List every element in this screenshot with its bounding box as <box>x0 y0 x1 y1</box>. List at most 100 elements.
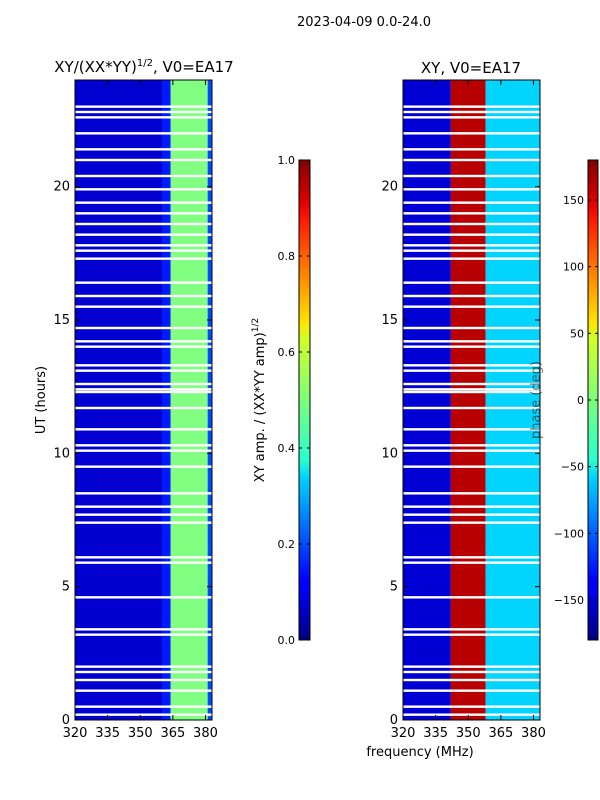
amp-flag-row-18 <box>75 428 212 431</box>
amp-flag-row-33 <box>75 244 212 247</box>
phase-flag-row-20 <box>403 390 540 394</box>
amp-flag-row-14 <box>75 492 212 495</box>
phase-flag-row-36 <box>403 212 540 215</box>
phase-flag-row-15 <box>403 465 540 468</box>
amp-ytick-label-4: 20 <box>53 180 70 195</box>
phase-flag-row-17 <box>403 444 540 447</box>
phase-x-ticks: 320 335 350 365 380 <box>391 80 546 741</box>
phase-title: XY, V0=EA17 <box>421 59 521 77</box>
amp-ytick-label-0: 0 <box>62 713 70 728</box>
amp-flag-row-19 <box>75 406 212 410</box>
phase-flag-row-42 <box>403 132 540 135</box>
amp-band-1 <box>161 80 171 720</box>
phase-flag-row-28 <box>403 305 540 308</box>
phase-flag-row-21 <box>403 388 540 391</box>
amp-flag-row-9 <box>75 561 212 564</box>
amp-flag-row-36 <box>75 212 212 215</box>
phase-axes-frame <box>402 79 541 721</box>
phase-flag-row-30 <box>403 281 540 284</box>
amp-cbtick-label-1: 0.2 <box>278 538 296 551</box>
amp-colorbar-scale <box>298 159 311 641</box>
phase-flag-row-12 <box>403 513 540 516</box>
amp-title: XY/(XX*YY)1/2, V0=EA17 <box>54 58 233 76</box>
phase-flag-row-7 <box>403 628 540 631</box>
amp-flag-row-4 <box>75 670 212 674</box>
amp-heatmap <box>75 80 212 720</box>
amp-flag-row-42 <box>75 132 212 135</box>
phase-flag-row-2 <box>403 689 540 692</box>
amp-colorbar: 0.0 0.2 0.4 0.6 0.8 1.0 XY amp. / (XX*YY amp)… <box>251 154 311 647</box>
phase-cbtick-label-0: −150 <box>554 594 584 607</box>
phase-flag-row-16 <box>403 449 540 452</box>
amp-flag-row-34 <box>75 233 212 236</box>
phase-flag-row-26 <box>403 340 540 343</box>
amp-flag-row-31 <box>75 257 212 260</box>
amp-ylabel: UT (hours) <box>34 366 49 434</box>
phase-flag-row-32 <box>403 249 540 252</box>
phase-flag-row-35 <box>403 222 540 226</box>
phase-band-0 <box>403 80 451 720</box>
amp-flag-row-25 <box>75 345 212 348</box>
phase-flag-row-10 <box>403 556 540 559</box>
amp-flag-row-32 <box>75 249 212 252</box>
amp-flag-row-29 <box>75 294 212 298</box>
amp-xtick-label-0: 320 <box>63 726 88 741</box>
phase-flag-row-25 <box>403 345 540 348</box>
amp-xtick-label-4: 380 <box>193 726 218 741</box>
phase-flag-row-38 <box>403 188 540 191</box>
phase-flag-row-3 <box>403 678 540 682</box>
amp-flag-row-44 <box>75 110 212 114</box>
amp-flag-row-43 <box>75 116 212 119</box>
phase-flag-row-41 <box>403 148 540 151</box>
phase-flag-row-27 <box>403 326 540 330</box>
amp-cbtick-label-3: 0.6 <box>278 346 296 359</box>
amp-flag-row-12 <box>75 513 212 516</box>
amp-flag-row-7 <box>75 628 212 631</box>
amp-xtick-label-3: 365 <box>160 726 185 741</box>
amp-cbtick-label-4: 0.8 <box>278 250 296 263</box>
amp-panel: XY/(XX*YY)1/2, V0=EA17 320 335 350 365 380 0… <box>34 58 234 741</box>
amp-flag-row-30 <box>75 281 212 284</box>
amp-flag-row-17 <box>75 444 212 447</box>
phase-flag-row-6 <box>403 633 540 636</box>
phase-colorbar-ticks: −150 −100 −50 0 50 100 150 <box>554 194 598 607</box>
phase-ytick-label-0: 0 <box>390 713 398 728</box>
phase-heatmap <box>403 80 540 720</box>
amp-flag-row-0 <box>75 713 212 716</box>
figure-suptitle: 2023-04-09 0.0-24.0 <box>297 15 431 30</box>
phase-flag-row-40 <box>403 158 540 162</box>
phase-flag-row-23 <box>403 369 540 372</box>
amp-band-3 <box>207 80 212 720</box>
phase-flag-row-29 <box>403 294 540 298</box>
phase-flag-row-8 <box>403 596 540 599</box>
phase-xtick-label-4: 380 <box>521 726 546 741</box>
phase-ytick-label-1: 5 <box>390 580 398 595</box>
amp-ytick-label-2: 10 <box>53 446 70 461</box>
amp-xtick-label-1: 335 <box>95 726 120 741</box>
phase-cbtick-label-1: −100 <box>554 527 584 540</box>
amp-flag-row-45 <box>75 105 212 108</box>
amp-flag-row-11 <box>75 521 212 524</box>
phase-y-ticks: 0 5 10 15 20 <box>381 180 540 728</box>
amp-flag-row-38 <box>75 188 212 191</box>
amp-flag-row-16 <box>75 449 212 452</box>
amp-flag-row-37 <box>75 201 212 204</box>
amp-flag-row-6 <box>75 633 212 636</box>
amp-cbtick-label-5: 1.0 <box>278 154 296 167</box>
phase-cbtick-label-3: 0 <box>577 394 584 407</box>
phase-xtick-label-2: 350 <box>456 726 481 741</box>
amp-colorbar-label: XY amp. / (XX*YY amp)1/2 <box>251 318 268 482</box>
amp-band-2 <box>170 80 208 720</box>
amp-flag-row-22 <box>75 382 212 386</box>
amp-flag-row-26 <box>75 340 212 343</box>
phase-panel: XY, V0=EA17 320 335 350 365 380 0 5 10 15 20 <box>381 59 545 741</box>
amp-ytick-label-3: 15 <box>53 313 70 328</box>
phase-xtick-label-3: 365 <box>488 726 513 741</box>
phase-flag-row-33 <box>403 244 540 247</box>
phase-flag-row-14 <box>403 492 540 495</box>
phase-colorbar-label: phase (deg) <box>529 361 544 439</box>
amp-flag-row-41 <box>75 148 212 151</box>
amp-colorbar-ticks: 0.0 0.2 0.4 0.6 0.8 1.0 <box>278 154 310 647</box>
amp-flag-row-8 <box>75 596 212 599</box>
